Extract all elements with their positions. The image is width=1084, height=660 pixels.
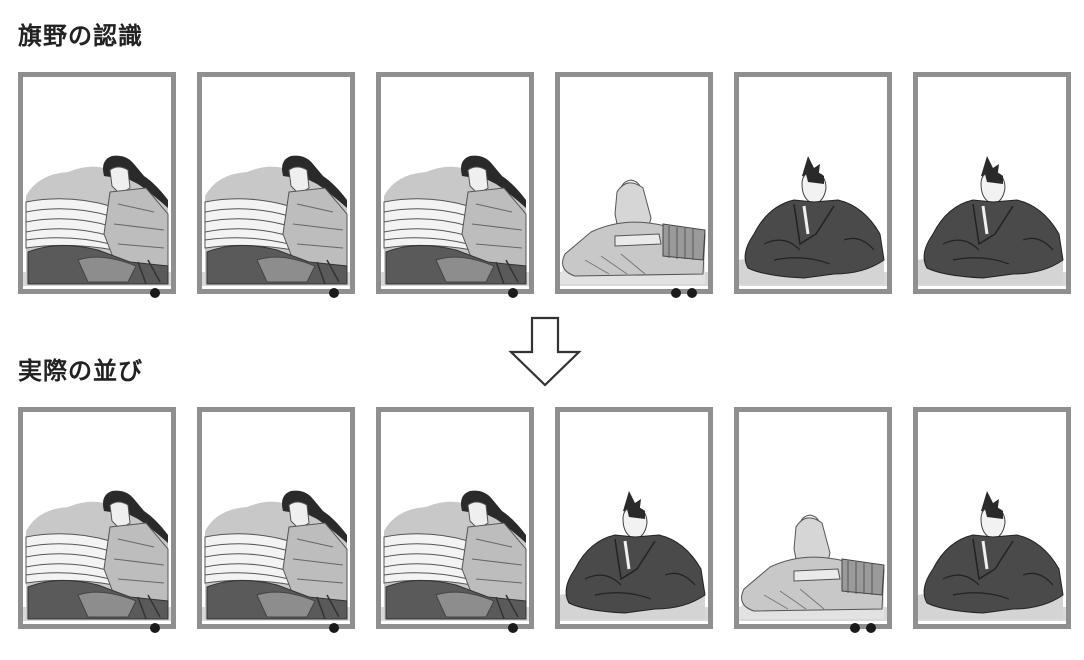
samurai-icon: [917, 156, 1064, 284]
hanafuda-card: [376, 72, 534, 298]
rank-dot: [150, 623, 160, 633]
hanafuda-card: [18, 407, 176, 633]
hanafuda-card: [197, 72, 355, 298]
rank-dot: [671, 288, 681, 298]
rank-dot: [850, 623, 860, 633]
rank-dot: [329, 623, 339, 633]
rank-dot: [687, 288, 697, 298]
lady-icon: [204, 490, 348, 620]
hanafuda-card: [555, 72, 713, 298]
lady-icon: [383, 155, 527, 285]
section-title-actual: 実際の並び: [18, 357, 143, 385]
rank-dot: [508, 288, 518, 298]
lady-icon: [383, 490, 527, 620]
hanafuda-card: [734, 72, 892, 294]
rank-dot: [150, 288, 160, 298]
hanafuda-card: [913, 407, 1071, 629]
samurai-icon: [917, 491, 1064, 619]
rank-dot: [508, 623, 518, 633]
lady-icon: [204, 155, 348, 285]
hanafuda-card: [734, 407, 892, 633]
samurai-icon: [559, 491, 706, 619]
lady-icon: [25, 490, 169, 620]
down-arrow-icon: [508, 316, 582, 387]
lady-icon: [25, 155, 169, 285]
hanafuda-card: [18, 72, 176, 298]
monk-icon: [738, 514, 885, 619]
rank-dot: [866, 623, 876, 633]
section-title-perceived: 旗野の認識: [18, 22, 143, 50]
hanafuda-card: [913, 72, 1071, 294]
monk-icon: [559, 179, 706, 284]
samurai-icon: [738, 156, 885, 284]
hanafuda-card: [555, 407, 713, 629]
hanafuda-card: [376, 407, 534, 633]
rank-dot: [329, 288, 339, 298]
hanafuda-card: [197, 407, 355, 633]
